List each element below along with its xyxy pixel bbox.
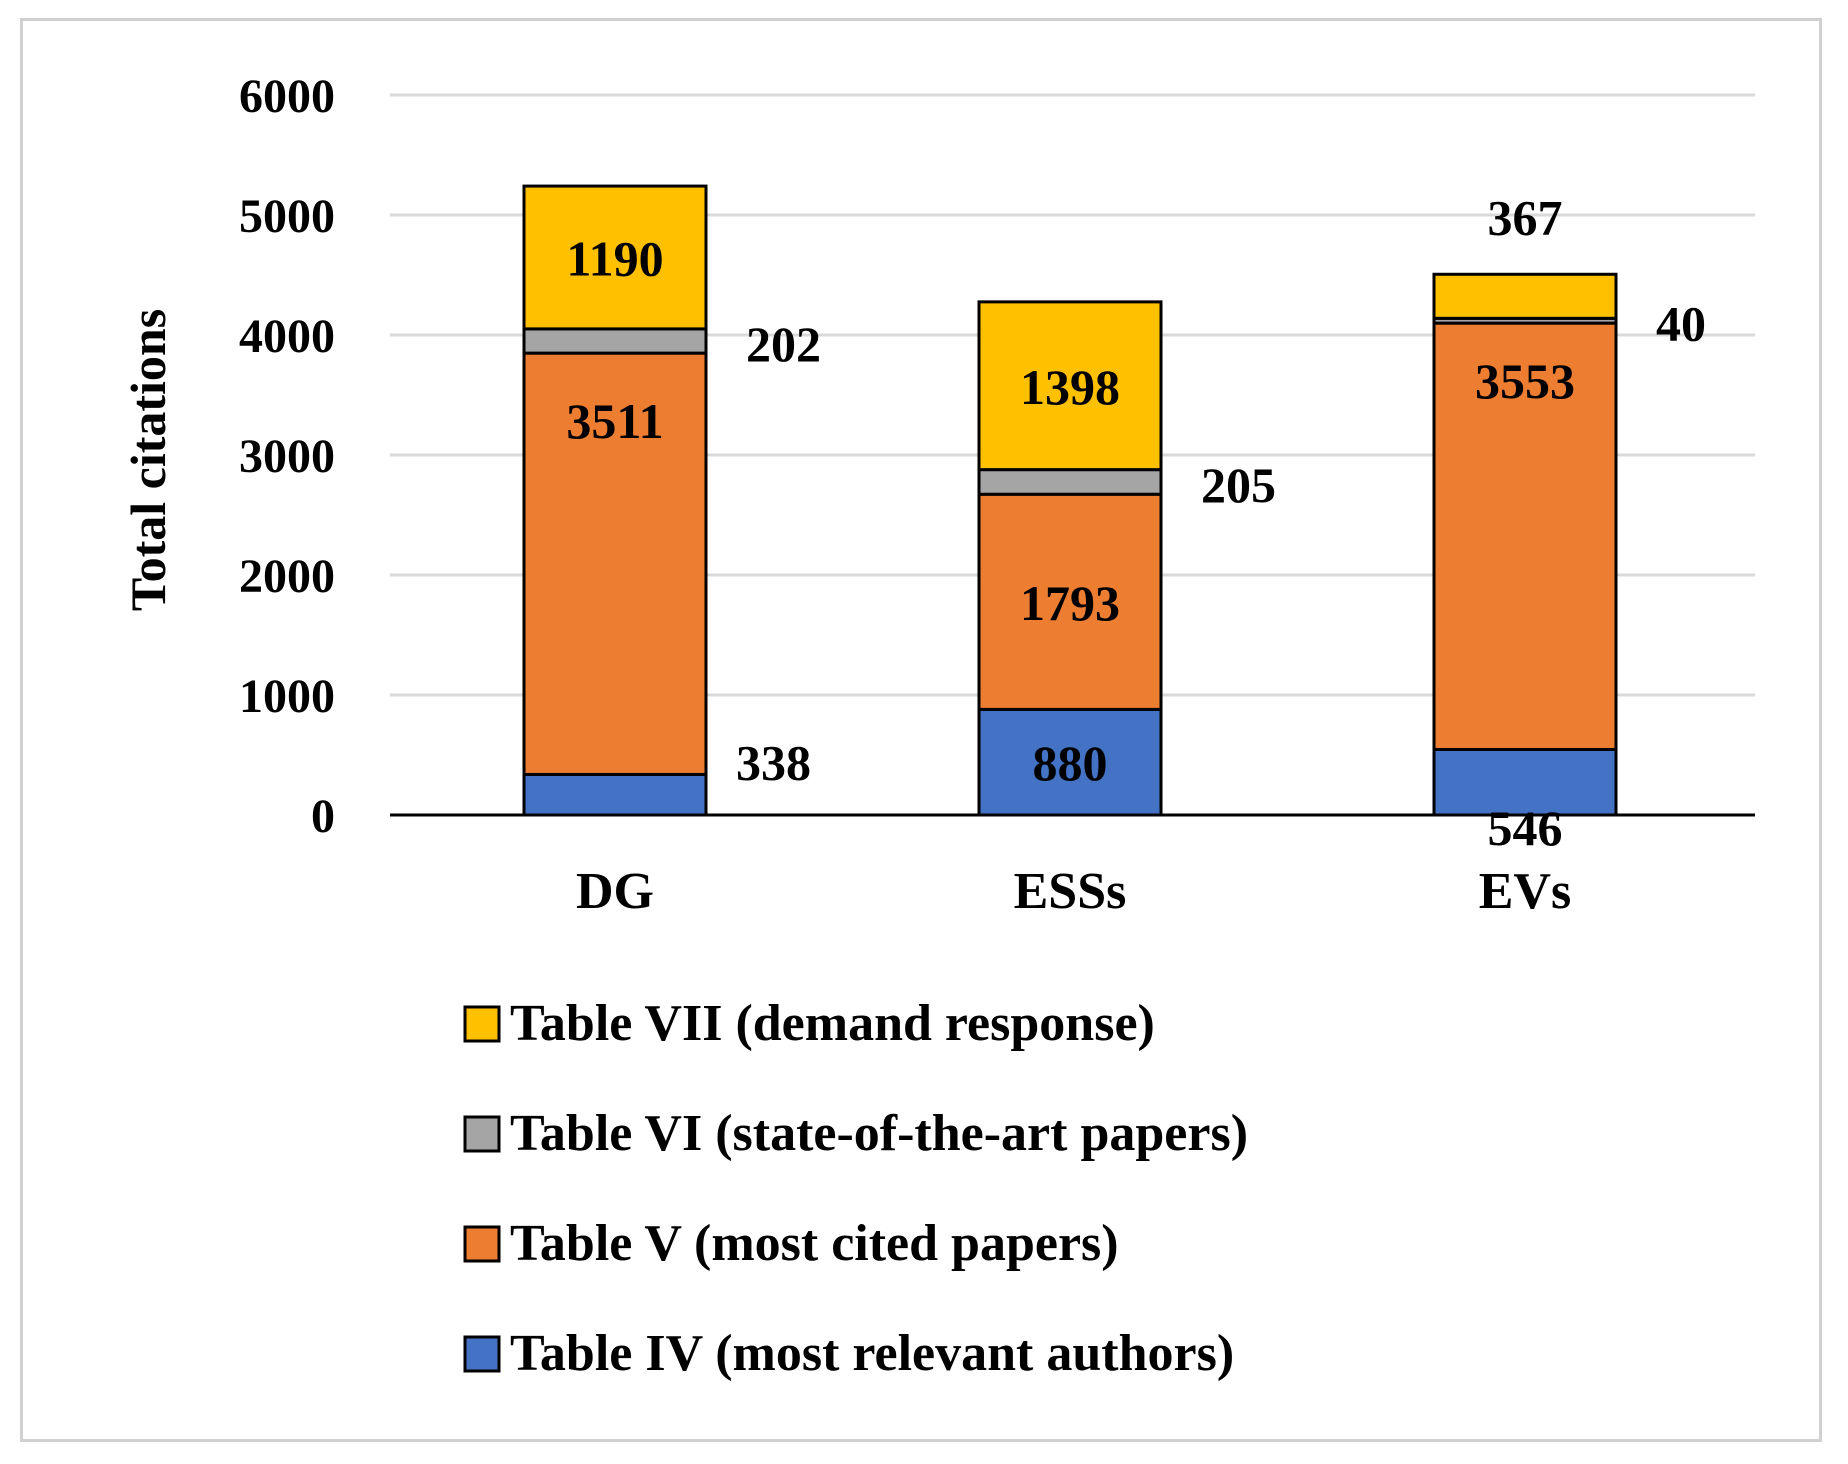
bar-segment-dg-4: [522, 184, 708, 331]
legend-swatch: [463, 1005, 501, 1043]
legend-swatch: [463, 1335, 501, 1373]
bar-segment-evs-4: [1432, 272, 1618, 320]
data-label: 40: [1656, 296, 1706, 352]
data-label: 205: [1201, 457, 1276, 513]
bar-segment-esss-4: [977, 300, 1163, 472]
bars: [522, 184, 1618, 817]
x-tick-label: DG: [576, 863, 654, 920]
y-tick-label: 0: [311, 790, 335, 843]
data-label: 880: [1033, 735, 1108, 791]
y-tick-label: 2000: [239, 550, 335, 603]
bar-segment-dg-1: [522, 772, 708, 817]
y-tick-label: 4000: [239, 310, 335, 363]
legend-swatch: [463, 1225, 501, 1263]
legend-swatch: [463, 1115, 501, 1153]
legend-label: Table VII (demand response): [510, 995, 1155, 1052]
data-label: 546: [1488, 800, 1563, 856]
x-axis-ticks: DG ESSs EVs: [576, 863, 1571, 920]
bar-segment-esss-3: [977, 468, 1163, 496]
x-tick-label: EVs: [1479, 863, 1571, 920]
y-tick-label: 1000: [239, 670, 335, 723]
legend-label: Table VI (state-of-the-art papers): [510, 1105, 1248, 1162]
legend-label: Table V (most cited papers): [510, 1215, 1119, 1272]
data-label: 338: [736, 734, 811, 790]
x-tick-label: ESSs: [1014, 863, 1127, 920]
data-label: 1793: [1020, 575, 1120, 631]
data-label: 367: [1488, 189, 1563, 245]
data-label: 1398: [1020, 359, 1120, 415]
data-label: 202: [746, 316, 821, 372]
bar-segment-esss-2: [977, 492, 1163, 711]
data-label: 3511: [566, 393, 663, 449]
data-labels: 338 3511 202 1190 880 1793 205 1398 546 3553 40 367: [566, 189, 1706, 856]
data-label: 1190: [566, 230, 663, 286]
y-tick-label: 6000: [239, 70, 335, 123]
y-tick-label: 5000: [239, 190, 335, 243]
y-axis-label: Total citations: [120, 309, 176, 611]
y-axis-ticks: 0 1000 2000 3000 4000 5000 6000: [239, 70, 335, 843]
legend-label: Table IV (most relevant authors): [510, 1325, 1234, 1382]
bar-segment-evs-2: [1432, 321, 1618, 751]
legend: Table VII (demand response) Table VI (sta…: [463, 995, 1248, 1382]
y-tick-label: 3000: [239, 430, 335, 483]
bar-segment-dg-3: [522, 327, 708, 355]
bar-segment-dg-2: [522, 351, 708, 776]
bar-segment-evs-1: [1432, 747, 1618, 817]
data-label: 3553: [1475, 353, 1575, 409]
